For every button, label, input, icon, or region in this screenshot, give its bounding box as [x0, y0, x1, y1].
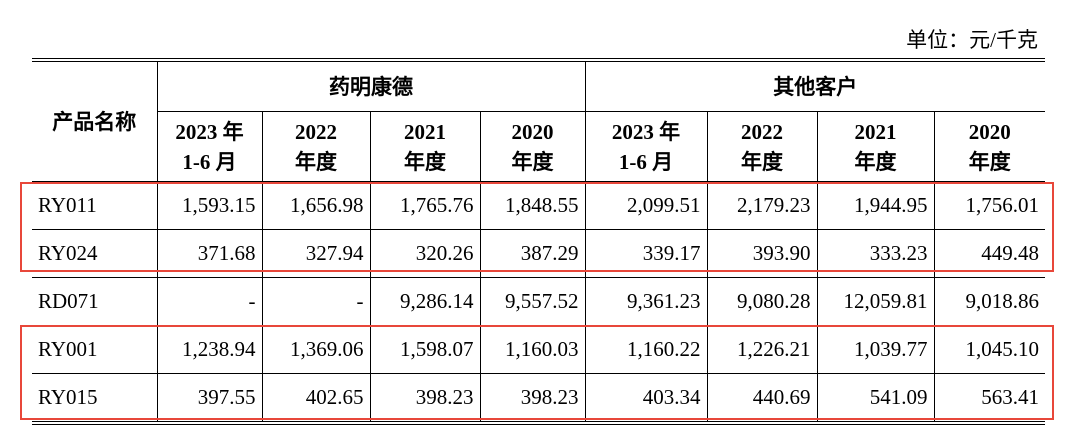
- value-cell: 9,361.23: [584, 277, 708, 326]
- value-cell: 9,018.86: [933, 277, 1045, 326]
- subheader-cell: 2023 年 1-6 月: [157, 111, 263, 182]
- subheader-line: 年度: [968, 149, 1011, 174]
- value-cell: 403.34: [584, 373, 708, 424]
- value-cell: 1,238.94: [156, 325, 263, 374]
- value-cell: 9,557.52: [479, 277, 586, 326]
- value-cell: 397.55: [156, 373, 263, 424]
- value-cell: 398.23: [479, 373, 586, 424]
- value-cell: 449.48: [933, 229, 1045, 278]
- value-cell: 1,756.01: [933, 181, 1045, 230]
- subheader-line: 年度: [741, 149, 783, 174]
- value-cell: 1,226.21: [706, 325, 818, 374]
- product-name: RD071: [32, 277, 158, 326]
- product-name: RY001: [32, 325, 158, 374]
- group-header: 药明康德: [156, 59, 586, 112]
- highlight-box: [20, 182, 1054, 272]
- subheader-cell: 2022 年度: [261, 111, 371, 182]
- subheader-line: 年度: [295, 149, 337, 174]
- value-cell: -: [156, 277, 263, 326]
- value-cell: 1,045.10: [933, 325, 1045, 374]
- subheader-line: 2023 年: [175, 119, 244, 144]
- value-cell: 1,160.03: [479, 325, 586, 374]
- table-row: RY024 371.68 327.94 320.26 387.29 339.17 393.9…: [32, 229, 1045, 278]
- subheader-line: 1-6 月: [182, 149, 237, 174]
- subheader-line: 1-6 月: [618, 149, 674, 174]
- subheader-line: 年度: [404, 149, 446, 174]
- subheader-line: 2020: [511, 119, 554, 144]
- product-name: RY015: [32, 373, 158, 424]
- subheader-line: 2021: [404, 119, 446, 144]
- value-cell: 1,944.95: [816, 181, 935, 230]
- subheader-cell: 2021 年度: [816, 111, 935, 182]
- value-cell: 12,059.81: [816, 277, 935, 326]
- header-cell: 产品名称: [32, 59, 158, 182]
- subheader-line: 2022: [741, 119, 783, 144]
- value-cell: 1,765.76: [369, 181, 481, 230]
- subheader-line: 年度: [854, 149, 897, 174]
- value-cell: 1,160.22: [584, 325, 708, 374]
- value-cell: 371.68: [156, 229, 263, 278]
- table-row: RY015 397.55 402.65 398.23 398.23 403.34 440.6…: [32, 373, 1045, 424]
- value-cell: 541.09: [816, 373, 935, 424]
- subheader-line: 年度: [511, 149, 554, 174]
- product-name: RY011: [32, 181, 158, 230]
- highlight-box: [20, 325, 1054, 420]
- subheader-cell: 2021 年度: [369, 111, 481, 182]
- unit-note: 单位：元/千克: [906, 28, 1038, 52]
- value-cell: -: [261, 277, 371, 326]
- product-name: RY024: [32, 229, 158, 278]
- value-cell: 339.17: [584, 229, 708, 278]
- subheader-cell: 2020 年度: [479, 111, 586, 182]
- subheader-cell: 2023 年 1-6 月: [584, 111, 708, 182]
- value-cell: 563.41: [933, 373, 1045, 424]
- subheader-cell: 2020 年度: [933, 111, 1045, 182]
- table-row: RD071- -9,286.14 9,557.52 9,361.23 9,080.28 1…: [32, 277, 1045, 326]
- subheader-line: 2021: [854, 119, 897, 144]
- value-cell: 9,080.28: [706, 277, 818, 326]
- value-cell: 1,369.06: [261, 325, 371, 374]
- value-cell: 9,286.14: [369, 277, 481, 326]
- subheader-line: 2022: [295, 119, 337, 144]
- price-table: 产品名称 药明康德 其他客户 2023 年 1-6 月 2022 年度 2021 年度 20…: [32, 58, 1045, 425]
- value-cell: 387.29: [479, 229, 586, 278]
- value-cell: 327.94: [261, 229, 371, 278]
- subheader-cell: 2022 年度: [706, 111, 818, 182]
- value-cell: 398.23: [369, 373, 481, 424]
- table-row: RY001 1,238.94 1,369.06 1,598.07 1,160.03 1,1…: [32, 325, 1045, 374]
- value-cell: 1,598.07: [369, 325, 481, 374]
- value-cell: 440.69: [706, 373, 818, 424]
- value-cell: 333.23: [816, 229, 935, 278]
- value-cell: 320.26: [369, 229, 481, 278]
- subheader-line: 2020: [968, 119, 1011, 144]
- group-header: 其他客户: [584, 59, 1045, 112]
- value-cell: 402.65: [261, 373, 371, 424]
- subheader-line: 2023 年: [611, 119, 681, 144]
